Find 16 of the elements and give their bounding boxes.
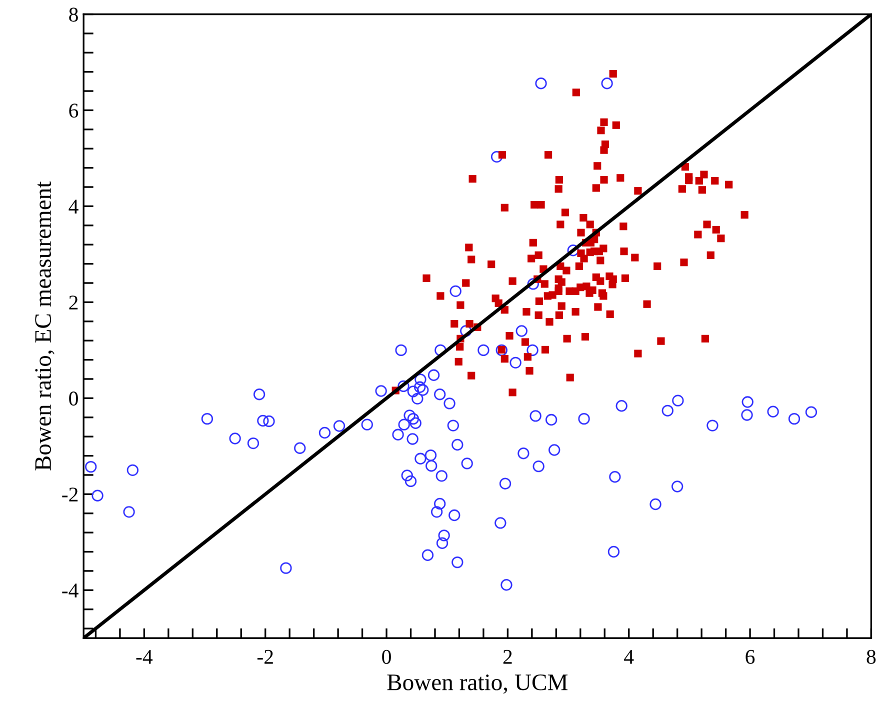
x-axis-title: Bowen ratio, UCM	[387, 674, 568, 694]
x-tick-label: -4	[136, 650, 153, 664]
x-tick-label: 4	[624, 650, 634, 664]
y-tick-label: 0	[69, 392, 78, 406]
x-tick-label: 0	[382, 650, 391, 664]
y-tick-label: -2	[62, 488, 78, 502]
y-tick-label: 2	[69, 296, 78, 310]
x-tick-label: 2	[503, 650, 512, 664]
y-tick-label: 6	[69, 104, 78, 118]
y-axis-title: Bowen ratio, EC measurement	[35, 181, 54, 470]
y-tick-label: -4	[62, 584, 78, 598]
x-tick-label: 6	[746, 650, 755, 664]
y-tick-label: 8	[69, 8, 78, 22]
y-tick-label: 4	[68, 200, 78, 214]
x-tick-label: -2	[257, 650, 273, 664]
x-tick-label: 8	[866, 650, 876, 664]
